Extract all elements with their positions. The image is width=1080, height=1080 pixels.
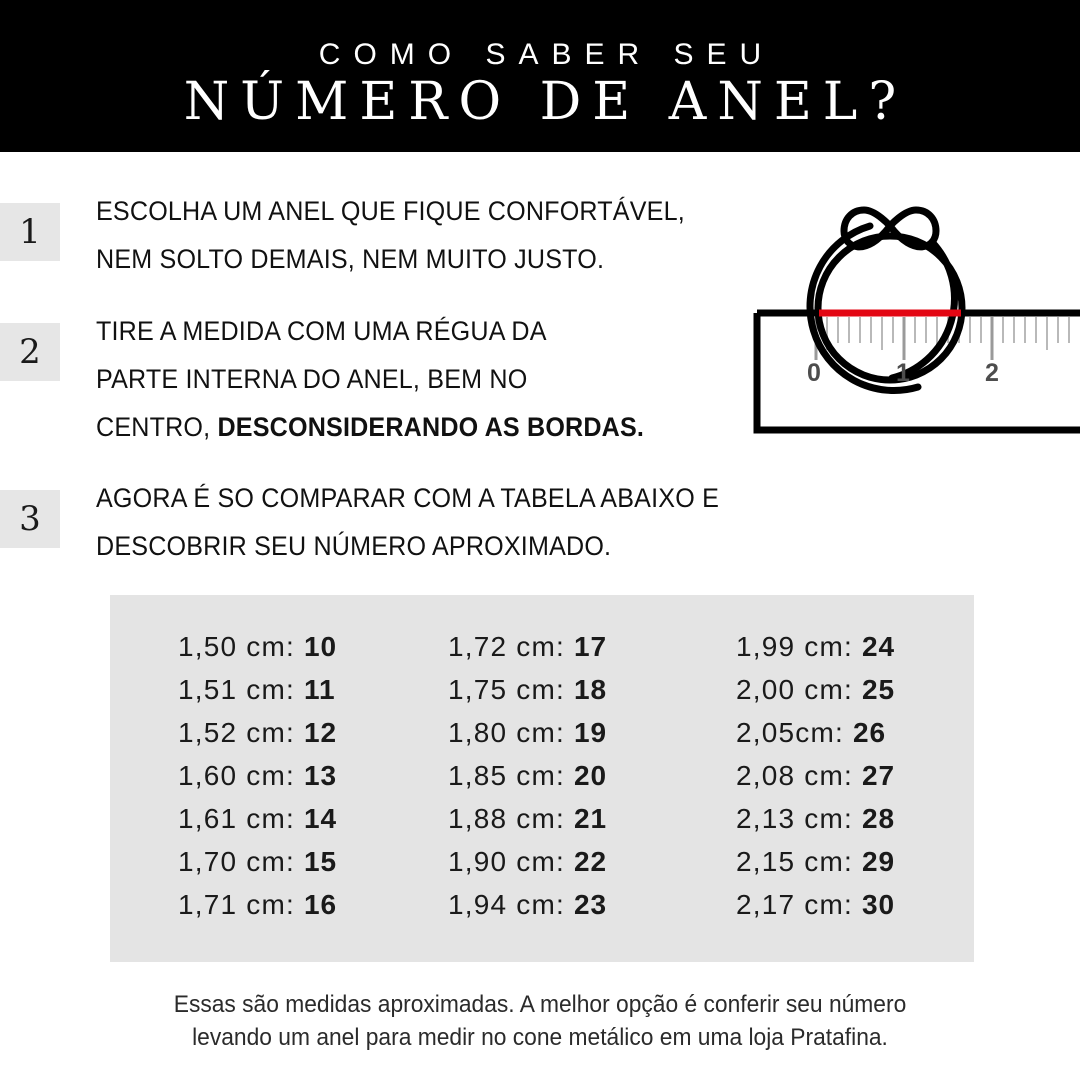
size-measure: 1,51 cm:	[178, 674, 304, 705]
size-number: 28	[861, 803, 896, 834]
size-row: 1,94 cm: 23	[398, 883, 686, 926]
size-number: 22	[573, 846, 608, 877]
size-number: 17	[573, 631, 608, 662]
size-measure: 2,00 cm:	[736, 674, 862, 705]
size-row: 1,70 cm: 15	[110, 840, 398, 883]
size-row: 1,50 cm: 10	[110, 625, 398, 668]
size-number: 16	[303, 889, 338, 920]
step-3-line-2: DESCOBRIR SEU NÚMERO APROXIMADO.	[96, 531, 612, 561]
ring-measurement-illustration: 0 1 2	[740, 160, 1080, 450]
size-table-column-1: 1,50 cm: 10 1,51 cm: 11 1,52 cm: 12 1,60…	[110, 625, 398, 962]
heart-icon-right	[886, 206, 940, 251]
size-measure: 1,71 cm:	[178, 889, 304, 920]
size-number: 30	[861, 889, 896, 920]
size-number: 10	[303, 631, 338, 662]
ruler-label-0: 0	[807, 359, 821, 387]
size-number: 25	[861, 674, 896, 705]
step-2-line-2: PARTE INTERNA DO ANEL, BEM NO	[96, 364, 528, 394]
size-measure: 1,94 cm:	[448, 889, 574, 920]
size-row: 2,05cm: 26	[686, 711, 974, 754]
step-1-text: ESCOLHA UM ANEL QUE FIQUE CONFORTÁVEL, N…	[96, 187, 685, 283]
size-number: 20	[573, 760, 608, 791]
size-row: 2,00 cm: 25	[686, 668, 974, 711]
size-measure: 2,17 cm:	[736, 889, 862, 920]
size-row: 2,15 cm: 29	[686, 840, 974, 883]
step-1-line-1: ESCOLHA UM ANEL QUE FIQUE CONFORTÁVEL,	[96, 196, 685, 226]
size-measure: 2,08 cm:	[736, 760, 862, 791]
size-table-column-3: 1,99 cm: 24 2,00 cm: 25 2,05cm: 26 2,08 …	[686, 625, 974, 962]
header-band	[0, 0, 1080, 152]
size-measure: 1,70 cm:	[178, 846, 304, 877]
step-2-line-1: TIRE A MEDIDA COM UMA RÉGUA DA	[96, 316, 547, 346]
size-row: 1,51 cm: 11	[110, 668, 398, 711]
size-measure: 1,72 cm:	[448, 631, 574, 662]
size-measure: 1,90 cm:	[448, 846, 574, 877]
size-measure: 1,99 cm:	[736, 631, 862, 662]
page-title: NÚMERO DE ANEL?	[183, 72, 908, 132]
size-measure: 1,88 cm:	[448, 803, 574, 834]
size-measure: 1,60 cm:	[178, 760, 304, 791]
size-table: 1,50 cm: 10 1,51 cm: 11 1,52 cm: 12 1,60…	[110, 595, 974, 962]
size-row: 1,88 cm: 21	[398, 797, 686, 840]
size-number: 18	[573, 674, 608, 705]
size-row: 1,52 cm: 12	[110, 711, 398, 754]
size-row: 1,72 cm: 17	[398, 625, 686, 668]
size-number: 27	[861, 760, 896, 791]
footer-line-1: Essas são medidas aproximadas. A melhor …	[173, 991, 907, 1018]
size-measure: 1,61 cm:	[178, 803, 304, 834]
step-1-number: 1	[0, 203, 60, 261]
size-number: 14	[303, 803, 338, 834]
size-row: 1,60 cm: 13	[110, 754, 398, 797]
size-measure: 2,05cm:	[736, 717, 853, 748]
step-3-line-1: AGORA É SO COMPARAR COM A TABELA ABAIXO …	[96, 483, 720, 513]
size-number: 12	[303, 717, 338, 748]
step-2-line-3: CENTRO, DESCONSIDERANDO AS BORDAS.	[96, 403, 644, 451]
size-number: 19	[573, 717, 608, 748]
ruler-major-ticks	[814, 317, 994, 360]
ruler-label-1: 1	[896, 359, 910, 387]
illustration-svg: 0 1 2	[753, 206, 1080, 434]
size-row: 1,90 cm: 22	[398, 840, 686, 883]
size-row: 1,61 cm: 14	[110, 797, 398, 840]
size-number: 29	[861, 846, 896, 877]
ring-with-heart-icon	[806, 206, 966, 394]
header-kicker: COMO SABER SEU	[318, 38, 775, 71]
size-number: 13	[303, 760, 338, 791]
heart-icon	[840, 206, 894, 251]
size-measure: 1,85 cm:	[448, 760, 574, 791]
size-number: 21	[573, 803, 608, 834]
size-table-column-2: 1,72 cm: 17 1,75 cm: 18 1,80 cm: 19 1,85…	[398, 625, 686, 962]
size-row: 1,99 cm: 24	[686, 625, 974, 668]
step-1-line-2: NEM SOLTO DEMAIS, NEM MUITO JUSTO.	[96, 244, 605, 274]
step-2-line-3-plain: CENTRO,	[96, 412, 218, 442]
size-measure: 2,13 cm:	[736, 803, 862, 834]
size-row: 2,08 cm: 27	[686, 754, 974, 797]
ruler-label-2: 2	[985, 359, 999, 387]
footer-line-2: levando um anel para medir no cone metál…	[192, 1024, 888, 1051]
size-row: 2,13 cm: 28	[686, 797, 974, 840]
size-number: 24	[861, 631, 896, 662]
ruler-labels: 0 1 2	[807, 359, 999, 387]
size-row: 1,85 cm: 20	[398, 754, 686, 797]
size-row: 2,17 cm: 30	[686, 883, 974, 926]
size-number: 23	[573, 889, 608, 920]
size-measure: 2,15 cm:	[736, 846, 862, 877]
size-number: 11	[303, 674, 336, 705]
size-row: 1,71 cm: 16	[110, 883, 398, 926]
step-2-line-3-emphasis: DESCONSIDERANDO AS BORDAS.	[217, 412, 645, 442]
step-3-number: 3	[0, 490, 60, 548]
step-3-text: AGORA É SO COMPARAR COM A TABELA ABAIXO …	[96, 474, 719, 570]
step-2-number: 2	[0, 323, 60, 381]
size-number: 15	[303, 846, 338, 877]
size-measure: 1,80 cm:	[448, 717, 574, 748]
size-row: 1,80 cm: 19	[398, 711, 686, 754]
footer-note: Essas são medidas aproximadas. A melhor …	[84, 988, 996, 1054]
size-row: 1,75 cm: 18	[398, 668, 686, 711]
size-measure: 1,50 cm:	[178, 631, 304, 662]
size-measure: 1,75 cm:	[448, 674, 574, 705]
step-2-text: TIRE A MEDIDA COM UMA RÉGUA DA PARTE INT…	[96, 307, 644, 451]
size-number: 26	[852, 717, 887, 748]
size-measure: 1,52 cm:	[178, 717, 304, 748]
